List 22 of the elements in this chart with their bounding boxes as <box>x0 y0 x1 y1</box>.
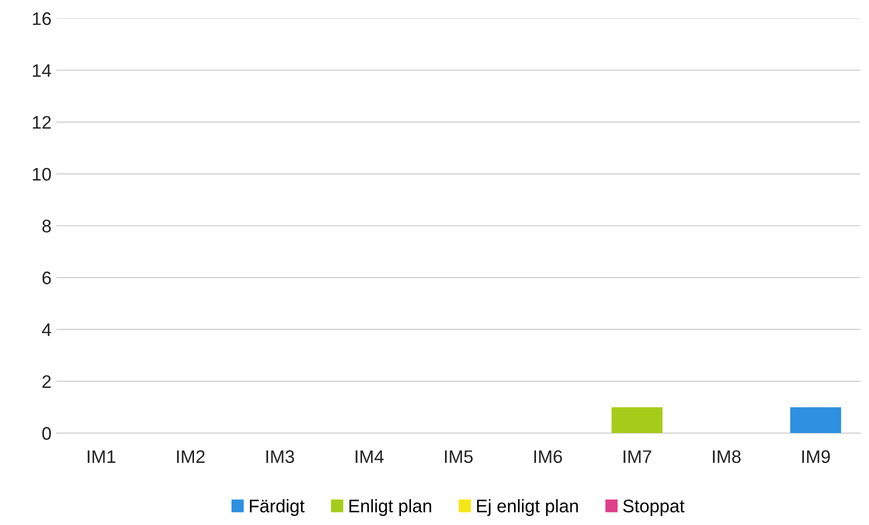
y-tick-label: 10 <box>32 168 51 181</box>
legend-label: Ej enligt plan <box>477 499 578 516</box>
y-tick-label: 8 <box>42 220 51 232</box>
x-tick-label: IM6 <box>534 450 562 464</box>
y-tick-label: 12 <box>32 116 51 129</box>
x-tick-label: IM4 <box>356 450 384 463</box>
y-tick-label: 16 <box>32 12 51 26</box>
legend-label: Enligt plan <box>349 499 432 516</box>
y-tick-label: 4 <box>42 324 52 336</box>
x-tick-label: IM2 <box>177 450 205 463</box>
y-tick-label: 0 <box>42 427 51 440</box>
x-tick-label: IM7 <box>624 450 652 463</box>
x-tick-label: IM5 <box>445 450 473 464</box>
legend-label: Färdigt <box>250 499 305 516</box>
y-tick-label: 2 <box>42 375 51 388</box>
x-tick-label: IM1 <box>88 450 116 463</box>
x-tick-label: IM9 <box>802 450 830 464</box>
x-tick-label: IM3 <box>266 450 294 464</box>
legend-label: Stoppat <box>623 500 684 516</box>
y-tick-label: 6 <box>42 272 51 284</box>
x-tick-label: IM8 <box>712 450 741 464</box>
y-tick-label: 14 <box>32 64 52 77</box>
